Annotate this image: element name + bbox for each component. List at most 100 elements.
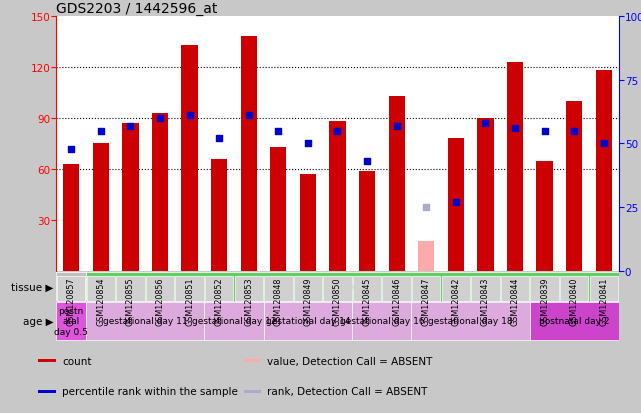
Point (66, 146, 76, 152)
Point (244, 113, 254, 119)
Text: GSM120841: GSM120841 (599, 277, 608, 325)
Bar (359, 171, 375, 272)
FancyBboxPatch shape (353, 302, 412, 340)
Point (332, 128, 342, 135)
Bar (244, 359, 261, 363)
Text: gestational day 14: gestational day 14 (265, 317, 350, 325)
Bar (240, 37, 257, 272)
FancyBboxPatch shape (116, 276, 145, 301)
FancyBboxPatch shape (383, 276, 411, 301)
Text: GSM120852: GSM120852 (215, 277, 224, 325)
FancyBboxPatch shape (263, 302, 353, 340)
FancyBboxPatch shape (176, 276, 204, 301)
Text: postn
atal
day 0.5: postn atal day 0.5 (54, 306, 88, 336)
Bar (418, 241, 435, 272)
Text: percentile rank within the sample: percentile rank within the sample (62, 386, 238, 396)
FancyBboxPatch shape (412, 276, 440, 301)
Text: GSM120839: GSM120839 (540, 277, 549, 325)
Point (273, 128, 283, 135)
FancyBboxPatch shape (412, 302, 530, 340)
Text: GSM120845: GSM120845 (363, 277, 372, 325)
FancyBboxPatch shape (87, 276, 115, 301)
Point (540, 128, 550, 135)
FancyBboxPatch shape (471, 276, 499, 301)
Point (451, 199, 461, 206)
Text: ovary: ovary (340, 282, 365, 291)
Point (214, 136, 224, 142)
Point (392, 123, 402, 130)
FancyBboxPatch shape (86, 302, 204, 340)
FancyBboxPatch shape (560, 276, 588, 301)
FancyBboxPatch shape (146, 276, 174, 301)
Text: gestational day 16: gestational day 16 (340, 317, 424, 325)
FancyBboxPatch shape (56, 302, 86, 340)
Bar (478, 119, 494, 272)
Bar (388, 97, 405, 272)
Bar (537, 161, 553, 272)
Text: GSM120850: GSM120850 (333, 277, 342, 325)
Text: count: count (62, 356, 92, 366)
Text: postnatal day 2: postnatal day 2 (539, 317, 610, 325)
Bar (329, 122, 345, 272)
Bar (38, 390, 56, 393)
Text: GSM120853: GSM120853 (244, 277, 253, 325)
Bar (211, 159, 228, 272)
Point (510, 126, 520, 132)
Text: GSM120857: GSM120857 (67, 277, 76, 325)
FancyBboxPatch shape (56, 272, 86, 301)
Point (599, 141, 609, 147)
Text: tissue ▶: tissue ▶ (11, 282, 53, 292)
Text: GSM120842: GSM120842 (451, 277, 460, 325)
FancyBboxPatch shape (205, 276, 233, 301)
Bar (244, 390, 261, 393)
Text: GSM120849: GSM120849 (303, 277, 312, 325)
Text: GSM120844: GSM120844 (510, 277, 519, 325)
Text: age ▶: age ▶ (22, 316, 53, 326)
Point (362, 159, 372, 165)
Bar (566, 102, 582, 272)
FancyBboxPatch shape (501, 276, 529, 301)
Text: GSM120847: GSM120847 (422, 277, 431, 325)
Text: GSM120855: GSM120855 (126, 277, 135, 325)
Text: GSM120848: GSM120848 (274, 277, 283, 325)
Point (480, 121, 490, 127)
Text: rank, Detection Call = ABSENT: rank, Detection Call = ABSENT (267, 386, 428, 396)
Text: GSM120843: GSM120843 (481, 277, 490, 325)
Bar (63, 164, 79, 272)
FancyBboxPatch shape (590, 276, 618, 301)
Text: GSM120854: GSM120854 (96, 277, 105, 325)
FancyBboxPatch shape (264, 276, 292, 301)
Bar (152, 114, 168, 272)
FancyBboxPatch shape (235, 276, 263, 301)
Text: gestational day 18: gestational day 18 (428, 317, 513, 325)
Bar (270, 147, 287, 272)
Point (421, 204, 431, 211)
FancyBboxPatch shape (323, 276, 352, 301)
FancyBboxPatch shape (294, 276, 322, 301)
Point (185, 113, 195, 119)
Bar (595, 71, 612, 272)
Bar (93, 144, 109, 272)
Bar (300, 175, 316, 272)
Text: refere
nce: refere nce (58, 277, 85, 296)
Text: GSM120840: GSM120840 (570, 277, 579, 325)
Bar (181, 45, 197, 272)
Point (569, 128, 579, 135)
FancyBboxPatch shape (57, 276, 85, 301)
Text: GSM120846: GSM120846 (392, 277, 401, 325)
FancyBboxPatch shape (442, 276, 470, 301)
Bar (122, 124, 138, 272)
Point (96, 128, 106, 135)
FancyBboxPatch shape (530, 276, 559, 301)
Text: GSM120856: GSM120856 (156, 277, 165, 325)
Bar (38, 359, 56, 363)
Text: gestational day 12: gestational day 12 (192, 317, 276, 325)
Text: gestational day 11: gestational day 11 (103, 317, 187, 325)
FancyBboxPatch shape (353, 276, 381, 301)
Bar (447, 139, 464, 272)
Point (125, 123, 135, 130)
Text: GSM120851: GSM120851 (185, 277, 194, 325)
Text: GDS2203 / 1442596_at: GDS2203 / 1442596_at (56, 2, 218, 16)
Point (155, 115, 165, 122)
Bar (507, 62, 523, 272)
